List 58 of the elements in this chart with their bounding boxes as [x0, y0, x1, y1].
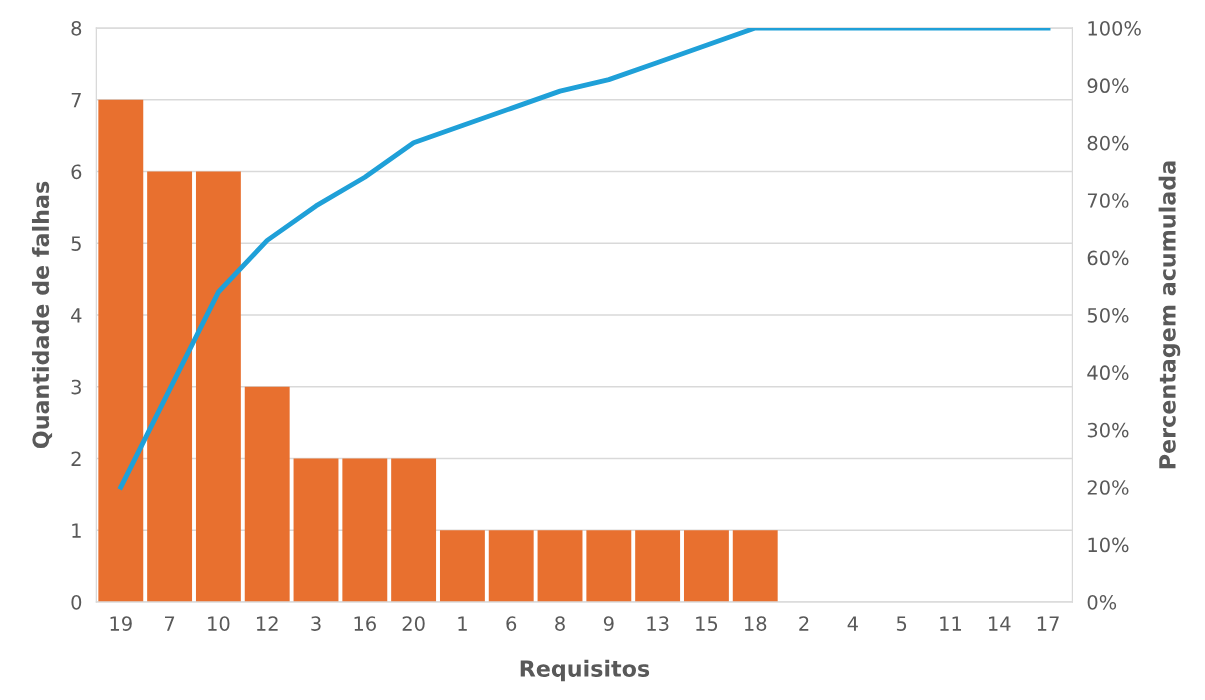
bar: [391, 458, 437, 602]
bar: [293, 458, 339, 602]
x-axis-title: Requisitos: [520, 659, 650, 682]
y-tick-label: 2: [71, 451, 81, 466]
x-tick-label: 4: [847, 616, 858, 631]
x-tick-label: 15: [696, 616, 718, 631]
x-tick-label: 17: [1037, 616, 1059, 631]
y-tick-label: 3: [71, 379, 81, 395]
x-tick-label: 5: [896, 616, 907, 631]
y2-tick-label: 10%: [1088, 537, 1129, 553]
x-tick-label: 20: [402, 616, 425, 631]
y-axis-title: Quantidade de falhas: [31, 181, 53, 449]
x-tick-label: 16: [354, 616, 376, 631]
y2-tick-label: 90%: [1087, 78, 1129, 94]
bar: [195, 171, 241, 602]
y2-tick-label: 50%: [1087, 307, 1129, 323]
y-tick-label: 5: [71, 236, 81, 251]
y-tick-label: 8: [71, 20, 82, 36]
x-tick-label: 14: [989, 616, 1011, 631]
x-tick-label: 7: [165, 616, 175, 631]
bar: [537, 530, 583, 602]
y2-tick-label: 0%: [1087, 594, 1117, 610]
bar: [586, 530, 632, 602]
x-tick-label: 8: [555, 616, 565, 631]
y2-tick-label: 60%: [1087, 250, 1129, 266]
x-tick-label: 1: [458, 616, 467, 631]
y2-axis-title: Percentagem acumulada: [1158, 161, 1181, 469]
x-tick-label: 6: [506, 616, 517, 631]
bar: [683, 530, 729, 602]
bar: [244, 386, 290, 602]
x-tick-label: 2: [799, 616, 809, 631]
bar: [732, 530, 778, 602]
x-tick-label: 11: [940, 616, 962, 631]
y2-tick-label: 20%: [1087, 480, 1129, 495]
y-tick-label: 6: [71, 164, 82, 180]
bar: [98, 99, 144, 602]
x-tick-label: 19: [110, 616, 132, 631]
x-tick-label: 13: [647, 616, 669, 631]
x-tick-label: 12: [256, 616, 278, 631]
y2-tick-label: 30%: [1087, 422, 1129, 438]
bar: [488, 530, 534, 602]
x-tick-label: 10: [208, 616, 230, 631]
y2-tick-label: 70%: [1087, 193, 1129, 208]
y2-tick-label: 40%: [1087, 365, 1129, 381]
x-tick-label: 18: [745, 616, 767, 631]
y-tick-label: 4: [71, 308, 82, 323]
bar: [342, 458, 388, 602]
bar: [147, 171, 193, 602]
y2-tick-label: 100%: [1088, 20, 1141, 36]
y-tick-label: 0: [71, 594, 82, 610]
y-tick-label: 1: [72, 523, 81, 538]
line-series: [118, 28, 1051, 490]
bar: [635, 530, 681, 602]
x-tick-label: 9: [603, 616, 614, 631]
bar: [439, 530, 485, 602]
y-tick-label: 7: [71, 92, 81, 108]
y2-tick-label: 80%: [1087, 135, 1129, 151]
x-tick-label: 3: [311, 616, 321, 631]
